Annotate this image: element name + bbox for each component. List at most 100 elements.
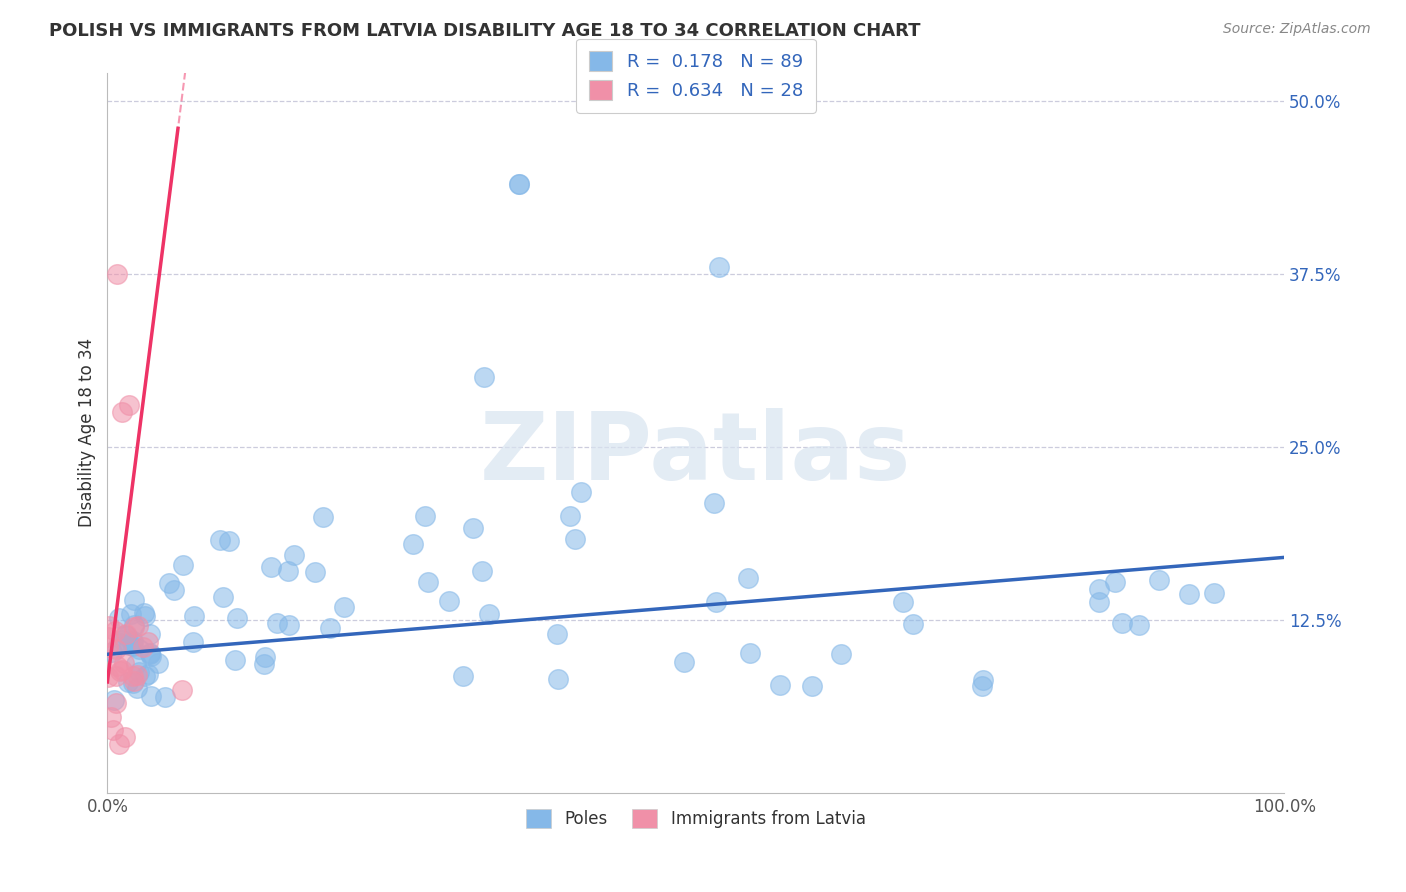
Point: [1128, 618, 1150, 632]
Point: [118, 638, 141, 652]
Point: [211, 590, 233, 604]
Point: [472, 370, 495, 384]
Point: [1088, 595, 1111, 609]
Point: [122, 639, 145, 653]
Text: POLISH VS IMMIGRANTS FROM LATVIA DISABILITY AGE 18 TO 34 CORRELATION CHART: POLISH VS IMMIGRANTS FROM LATVIA DISABIL…: [49, 22, 921, 40]
Point: [132, 640, 155, 655]
Point: [333, 599, 356, 614]
Point: [111, 663, 134, 677]
Point: [98, 619, 121, 633]
Point: [564, 533, 586, 547]
Point: [115, 628, 138, 642]
Point: [122, 673, 145, 688]
Point: [125, 681, 148, 695]
Legend: Poles, Immigrants from Latvia: Poles, Immigrants from Latvia: [519, 803, 873, 835]
Point: [139, 627, 162, 641]
Point: [709, 260, 731, 274]
Point: [278, 618, 301, 632]
Point: [266, 615, 288, 630]
Point: [136, 667, 159, 681]
Point: [104, 624, 127, 639]
Point: [134, 669, 156, 683]
Point: [311, 509, 333, 524]
Point: [547, 673, 569, 687]
Point: [569, 484, 592, 499]
Point: [103, 723, 125, 738]
Point: [208, 533, 231, 547]
Point: [107, 636, 129, 650]
Point: [114, 627, 136, 641]
Point: [253, 657, 276, 672]
Point: [117, 398, 139, 412]
Point: [122, 593, 145, 607]
Point: [277, 564, 299, 578]
Point: [127, 618, 149, 632]
Point: [260, 560, 283, 574]
Point: [703, 496, 725, 510]
Point: [769, 678, 792, 692]
Point: [100, 709, 122, 723]
Point: [139, 646, 162, 660]
Point: [283, 549, 305, 563]
Point: [132, 606, 155, 620]
Point: [108, 737, 131, 751]
Point: [972, 673, 994, 687]
Point: [105, 659, 128, 673]
Point: [105, 267, 128, 281]
Point: [471, 564, 494, 578]
Point: [903, 617, 925, 632]
Point: [801, 679, 824, 693]
Point: [418, 575, 440, 590]
Point: [122, 619, 145, 633]
Point: [157, 576, 180, 591]
Point: [103, 693, 125, 707]
Point: [153, 690, 176, 704]
Point: [172, 683, 194, 698]
Point: [108, 611, 131, 625]
Point: [112, 656, 135, 670]
Point: [105, 642, 128, 657]
Point: [1147, 573, 1170, 587]
Point: [139, 690, 162, 704]
Point: [402, 537, 425, 551]
Point: [121, 634, 143, 648]
Point: [413, 508, 436, 523]
Point: [97, 640, 120, 655]
Point: [737, 571, 759, 585]
Point: [1104, 575, 1126, 590]
Point: [508, 177, 530, 191]
Point: [183, 608, 205, 623]
Point: [117, 674, 139, 689]
Point: [318, 622, 340, 636]
Text: ZIPatlas: ZIPatlas: [481, 409, 911, 500]
Point: [101, 645, 124, 659]
Point: [463, 521, 485, 535]
Point: [122, 675, 145, 690]
Point: [125, 657, 148, 671]
Point: [134, 609, 156, 624]
Text: Source: ZipAtlas.com: Source: ZipAtlas.com: [1223, 22, 1371, 37]
Point: [451, 669, 474, 683]
Point: [125, 668, 148, 682]
Point: [104, 696, 127, 710]
Point: [128, 642, 150, 657]
Point: [114, 731, 136, 745]
Point: [1111, 616, 1133, 631]
Point: [218, 534, 240, 549]
Point: [1088, 582, 1111, 596]
Point: [108, 665, 131, 679]
Point: [1204, 586, 1226, 600]
Point: [172, 558, 194, 572]
Point: [111, 633, 134, 648]
Point: [437, 594, 460, 608]
Point: [128, 665, 150, 679]
Point: [1178, 587, 1201, 601]
Point: [97, 630, 120, 644]
Point: [120, 607, 142, 621]
Point: [110, 405, 132, 419]
Point: [122, 618, 145, 632]
Point: [704, 595, 727, 609]
Point: [114, 628, 136, 642]
Point: [225, 611, 247, 625]
Point: [253, 649, 276, 664]
